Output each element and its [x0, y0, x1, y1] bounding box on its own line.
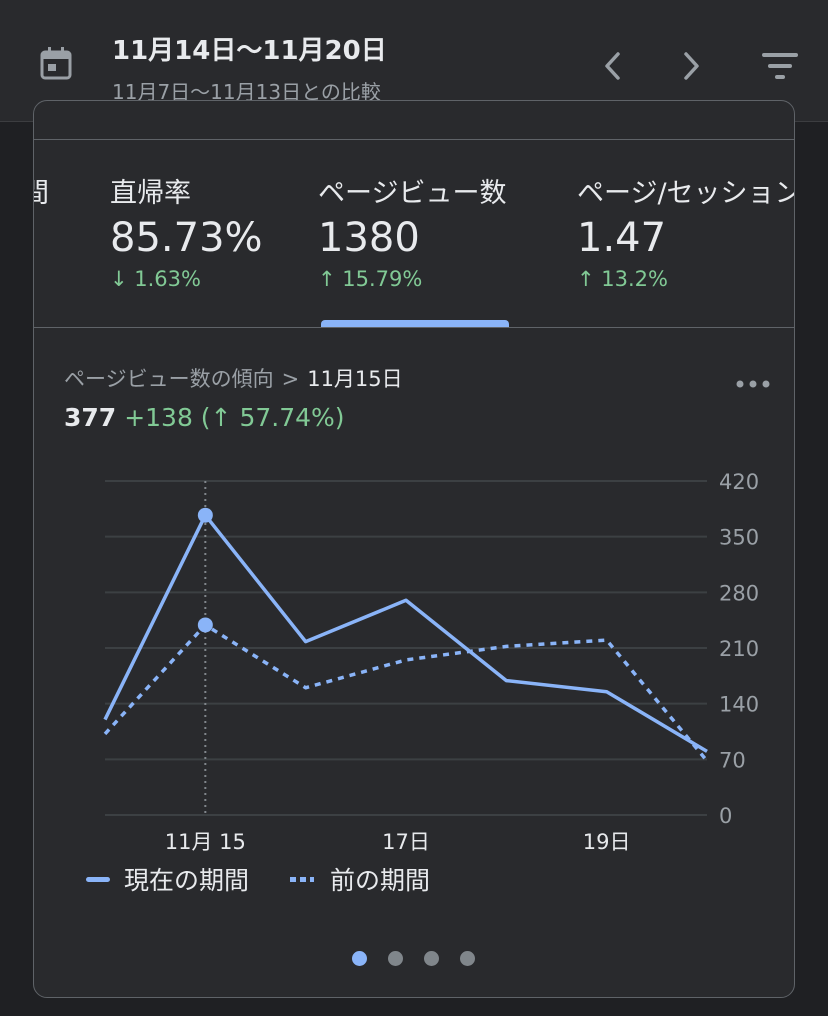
filter-icon	[762, 53, 798, 79]
more-options-button[interactable]	[734, 373, 772, 395]
divider	[34, 139, 794, 140]
metric-label: ページ/セッション	[577, 178, 795, 209]
x-tick-label: 19日	[583, 830, 631, 854]
next-range-button[interactable]	[672, 44, 712, 88]
metric-value: 1380	[318, 215, 420, 261]
metric-change: ↑ 13.2%	[577, 267, 668, 291]
legend-current-label: 現在の期間	[124, 866, 250, 895]
series-previous-line	[103, 623, 709, 763]
metric-change: ↓ 1.63%	[110, 267, 201, 291]
page-dot[interactable]	[460, 951, 475, 966]
legend-current: 現在の期間	[86, 861, 249, 897]
selected-tab-indicator	[321, 320, 509, 327]
metric-value: 1.47	[577, 215, 667, 261]
metric-value: 85.73%	[110, 215, 263, 261]
metric-change: ↑ 15.79%	[318, 267, 423, 291]
page-dot[interactable]	[388, 951, 403, 966]
trend-stats: 377 +138 (↑ 57.74%)	[64, 403, 345, 432]
legend-previous-label: 前の期間	[330, 866, 431, 895]
previous-range-button[interactable]	[592, 44, 632, 88]
trend-selected-date: 11月15日	[307, 367, 403, 391]
solid-line-icon	[86, 876, 110, 882]
metric-label: ページビュー数	[318, 178, 507, 209]
trend-title: ページビュー数の傾向	[64, 367, 274, 391]
previous-data-point	[197, 617, 213, 633]
trend-header: ページビュー数の傾向 >11月15日	[64, 363, 403, 393]
page-indicator[interactable]	[352, 949, 482, 969]
more-horizontal-icon	[736, 380, 770, 388]
y-tick-label: 210	[719, 637, 759, 661]
x-tick-label: 17日	[382, 830, 430, 854]
y-tick-label: 350	[719, 526, 759, 550]
y-tick-label: 280	[719, 581, 759, 605]
current-data-point	[197, 507, 213, 523]
dotted-line-icon	[290, 876, 314, 882]
page-dot[interactable]	[352, 951, 367, 966]
metrics-card: 間 直帰率 85.73% ↓ 1.63% ページビュー数 1380 ↑ 15.7…	[33, 100, 795, 998]
filter-button[interactable]	[756, 46, 804, 86]
y-tick-label: 70	[719, 748, 746, 772]
chevron-right-icon	[684, 52, 699, 80]
y-tick-label: 0	[719, 804, 732, 828]
chevron-left-icon	[605, 52, 620, 80]
y-tick-label: 420	[719, 470, 759, 494]
x-tick-label: 11月 15	[165, 830, 246, 854]
metric-tabs[interactable]: 間 直帰率 85.73% ↓ 1.63% ページビュー数 1380 ↑ 15.7…	[34, 141, 795, 327]
date-range-title[interactable]: 11月14日〜11月20日	[112, 36, 387, 66]
divider	[34, 327, 794, 328]
pageviews-trend-chart[interactable]: 0 70 140 210 280 350 420 11月 15 17日 19日	[34, 461, 794, 901]
trend-delta: +138 (↑ 57.74%)	[124, 403, 345, 432]
metric-label: 間	[34, 171, 49, 210]
chevron-right-icon: >	[281, 367, 300, 391]
trend-value: 377	[64, 403, 117, 432]
calendar-icon[interactable]	[40, 46, 72, 80]
page-dot[interactable]	[424, 951, 439, 966]
metric-label: 直帰率	[110, 178, 191, 209]
legend-previous: 前の期間	[290, 861, 430, 897]
y-tick-label: 140	[719, 693, 759, 717]
